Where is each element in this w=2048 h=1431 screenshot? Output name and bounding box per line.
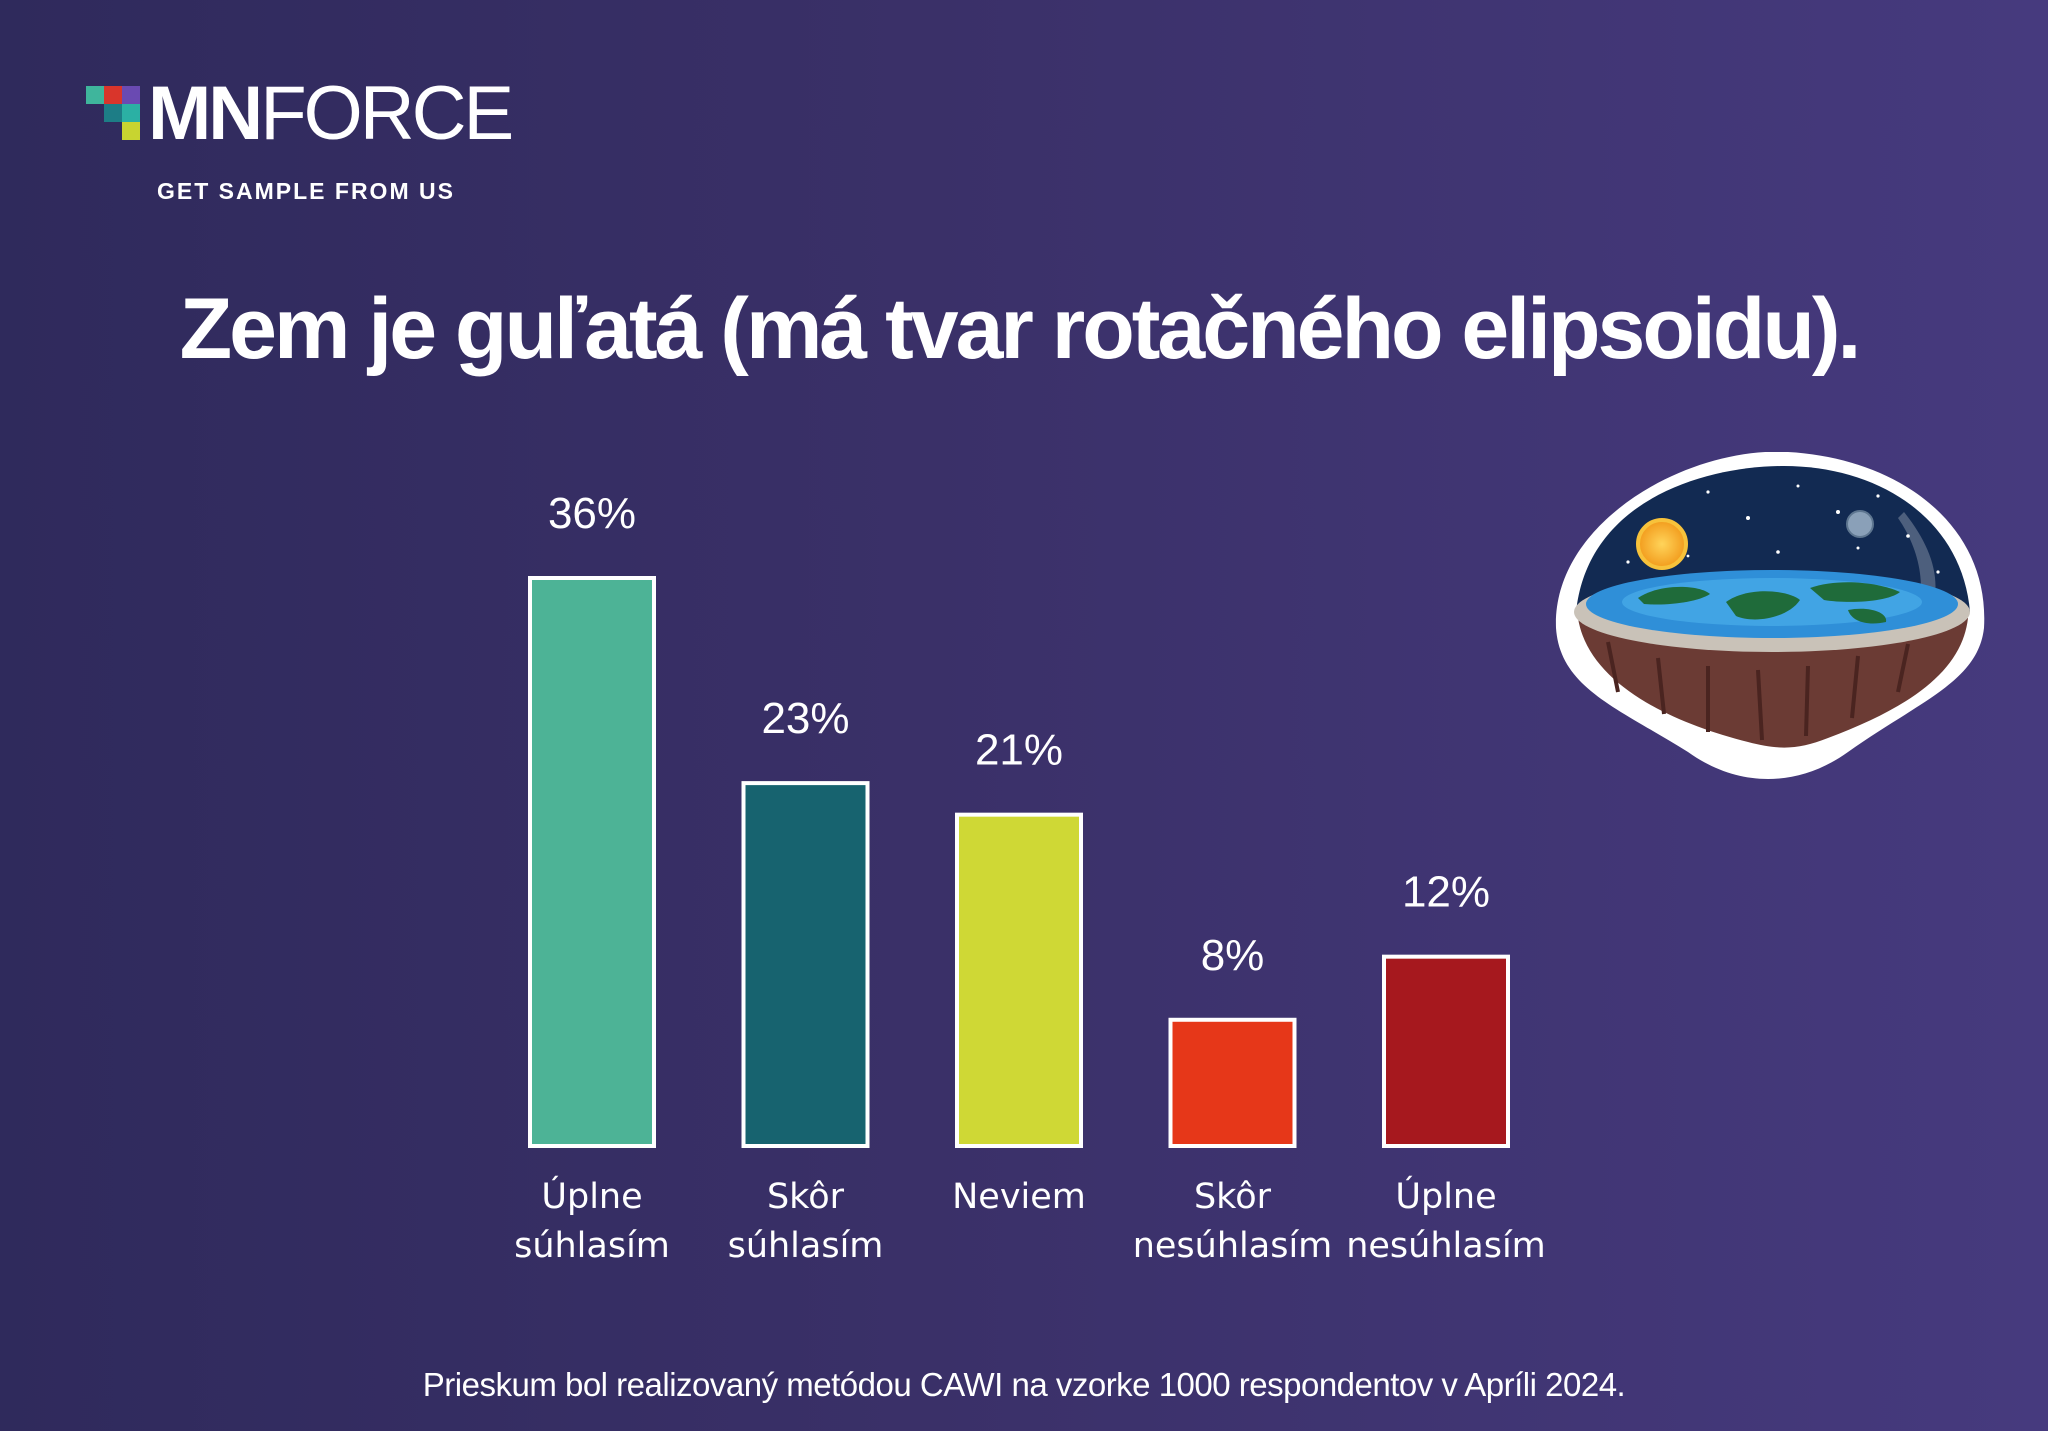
- category-label-2-line-2: súhlasím: [728, 1226, 884, 1266]
- category-label-4-line-2: nesúhlasím: [1133, 1226, 1333, 1266]
- bar-5: [1382, 954, 1510, 1149]
- category-label-5-line-1: Úplne: [1395, 1175, 1496, 1217]
- bar-value-label-4: 8%: [1201, 931, 1265, 980]
- category-label-2-line-1: Skôr: [767, 1177, 845, 1217]
- category-label-5-line-2: nesúhlasím: [1346, 1226, 1546, 1266]
- category-label-3-line-1: Neviem: [952, 1177, 1086, 1217]
- chart-title-text: Zem je guľatá (má tvar rotačného elipsoi…: [179, 281, 1862, 377]
- bar-1: [528, 576, 656, 1148]
- flat-earth-dome-icon: [1555, 452, 1985, 779]
- logo-wordmark: MNFORCE: [148, 71, 514, 156]
- bar-3: [955, 812, 1083, 1149]
- logo-light-text: FORCE: [260, 71, 514, 156]
- bar-value-label-5: 12%: [1402, 868, 1490, 917]
- category-label-1-line-2: súhlasím: [514, 1226, 670, 1266]
- category-label-4-line-1: Skôr: [1194, 1177, 1272, 1217]
- bar-value-label-3: 21%: [975, 726, 1063, 775]
- mnforce-logo: MNFORCE: [86, 74, 526, 154]
- tagline: GET SAMPLE FROM US: [157, 178, 455, 204]
- logo-squares-icon: [86, 86, 142, 142]
- bar-4: [1168, 1017, 1297, 1148]
- bar-value-label-1: 36%: [548, 489, 636, 538]
- bar-2: [741, 781, 870, 1148]
- bar-value-label-2: 23%: [761, 694, 849, 743]
- category-label-1-line-1: Úplne: [541, 1175, 642, 1217]
- chart-title: Zem je guľatá (má tvar rotačného elipsoi…: [0, 280, 2048, 379]
- logo-bold-text: MN: [148, 71, 263, 156]
- survey-footnote: Prieskum bol realizovaný metódou CAWI na…: [422, 1366, 1626, 1403]
